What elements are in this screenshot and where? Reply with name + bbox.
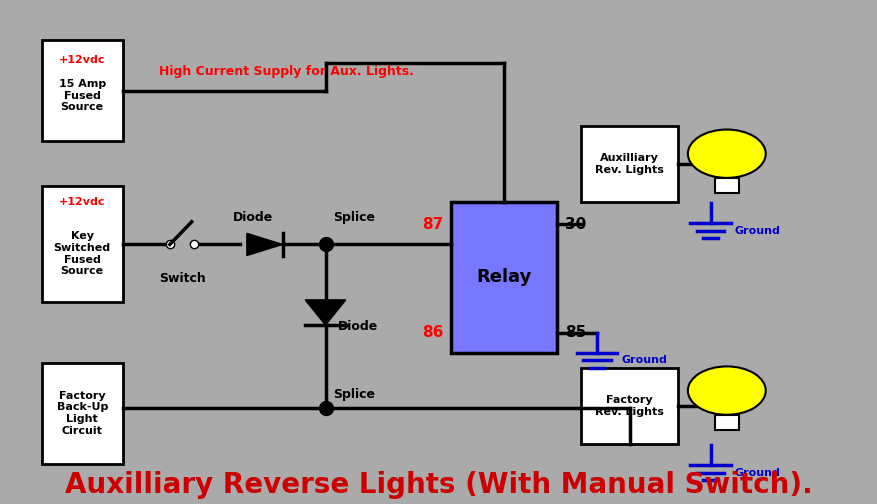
Text: +12vdc: +12vdc <box>59 197 105 207</box>
Text: Splice: Splice <box>333 211 375 224</box>
Text: Switch: Switch <box>159 272 205 285</box>
Text: 15 Amp
Fused
Source: 15 Amp Fused Source <box>59 79 106 112</box>
Polygon shape <box>305 300 346 325</box>
Text: 85: 85 <box>564 325 585 340</box>
Text: 87: 87 <box>421 217 443 232</box>
FancyBboxPatch shape <box>581 368 677 444</box>
Text: Relay: Relay <box>475 268 531 286</box>
Text: High Current Supply for Aux. Lights.: High Current Supply for Aux. Lights. <box>159 65 414 78</box>
Text: Ground: Ground <box>734 226 780 236</box>
Circle shape <box>687 130 765 178</box>
FancyBboxPatch shape <box>714 178 738 193</box>
FancyBboxPatch shape <box>42 363 123 464</box>
Text: Auxilliary
Rev. Lights: Auxilliary Rev. Lights <box>595 153 663 174</box>
Text: Factory
Rev. Lights: Factory Rev. Lights <box>595 395 663 416</box>
Text: Key
Switched
Fused
Source: Key Switched Fused Source <box>53 231 111 276</box>
Text: Factory
Back-Up
Light
Circuit: Factory Back-Up Light Circuit <box>56 391 108 435</box>
FancyBboxPatch shape <box>42 186 123 302</box>
Text: Auxilliary Reverse Lights (With Manual Switch).: Auxilliary Reverse Lights (With Manual S… <box>65 471 812 499</box>
Text: Ground: Ground <box>734 468 780 478</box>
Text: Ground: Ground <box>621 355 667 365</box>
Text: Diode: Diode <box>232 211 273 224</box>
Text: 86: 86 <box>421 325 443 340</box>
Circle shape <box>687 366 765 415</box>
Text: Splice: Splice <box>333 388 375 401</box>
Text: +12vdc: +12vdc <box>59 55 105 66</box>
FancyBboxPatch shape <box>714 415 738 430</box>
Polygon shape <box>246 233 282 256</box>
Text: 30: 30 <box>564 217 585 232</box>
FancyBboxPatch shape <box>581 126 677 202</box>
FancyBboxPatch shape <box>451 202 556 353</box>
Text: Diode: Diode <box>338 320 377 333</box>
FancyBboxPatch shape <box>42 40 123 141</box>
